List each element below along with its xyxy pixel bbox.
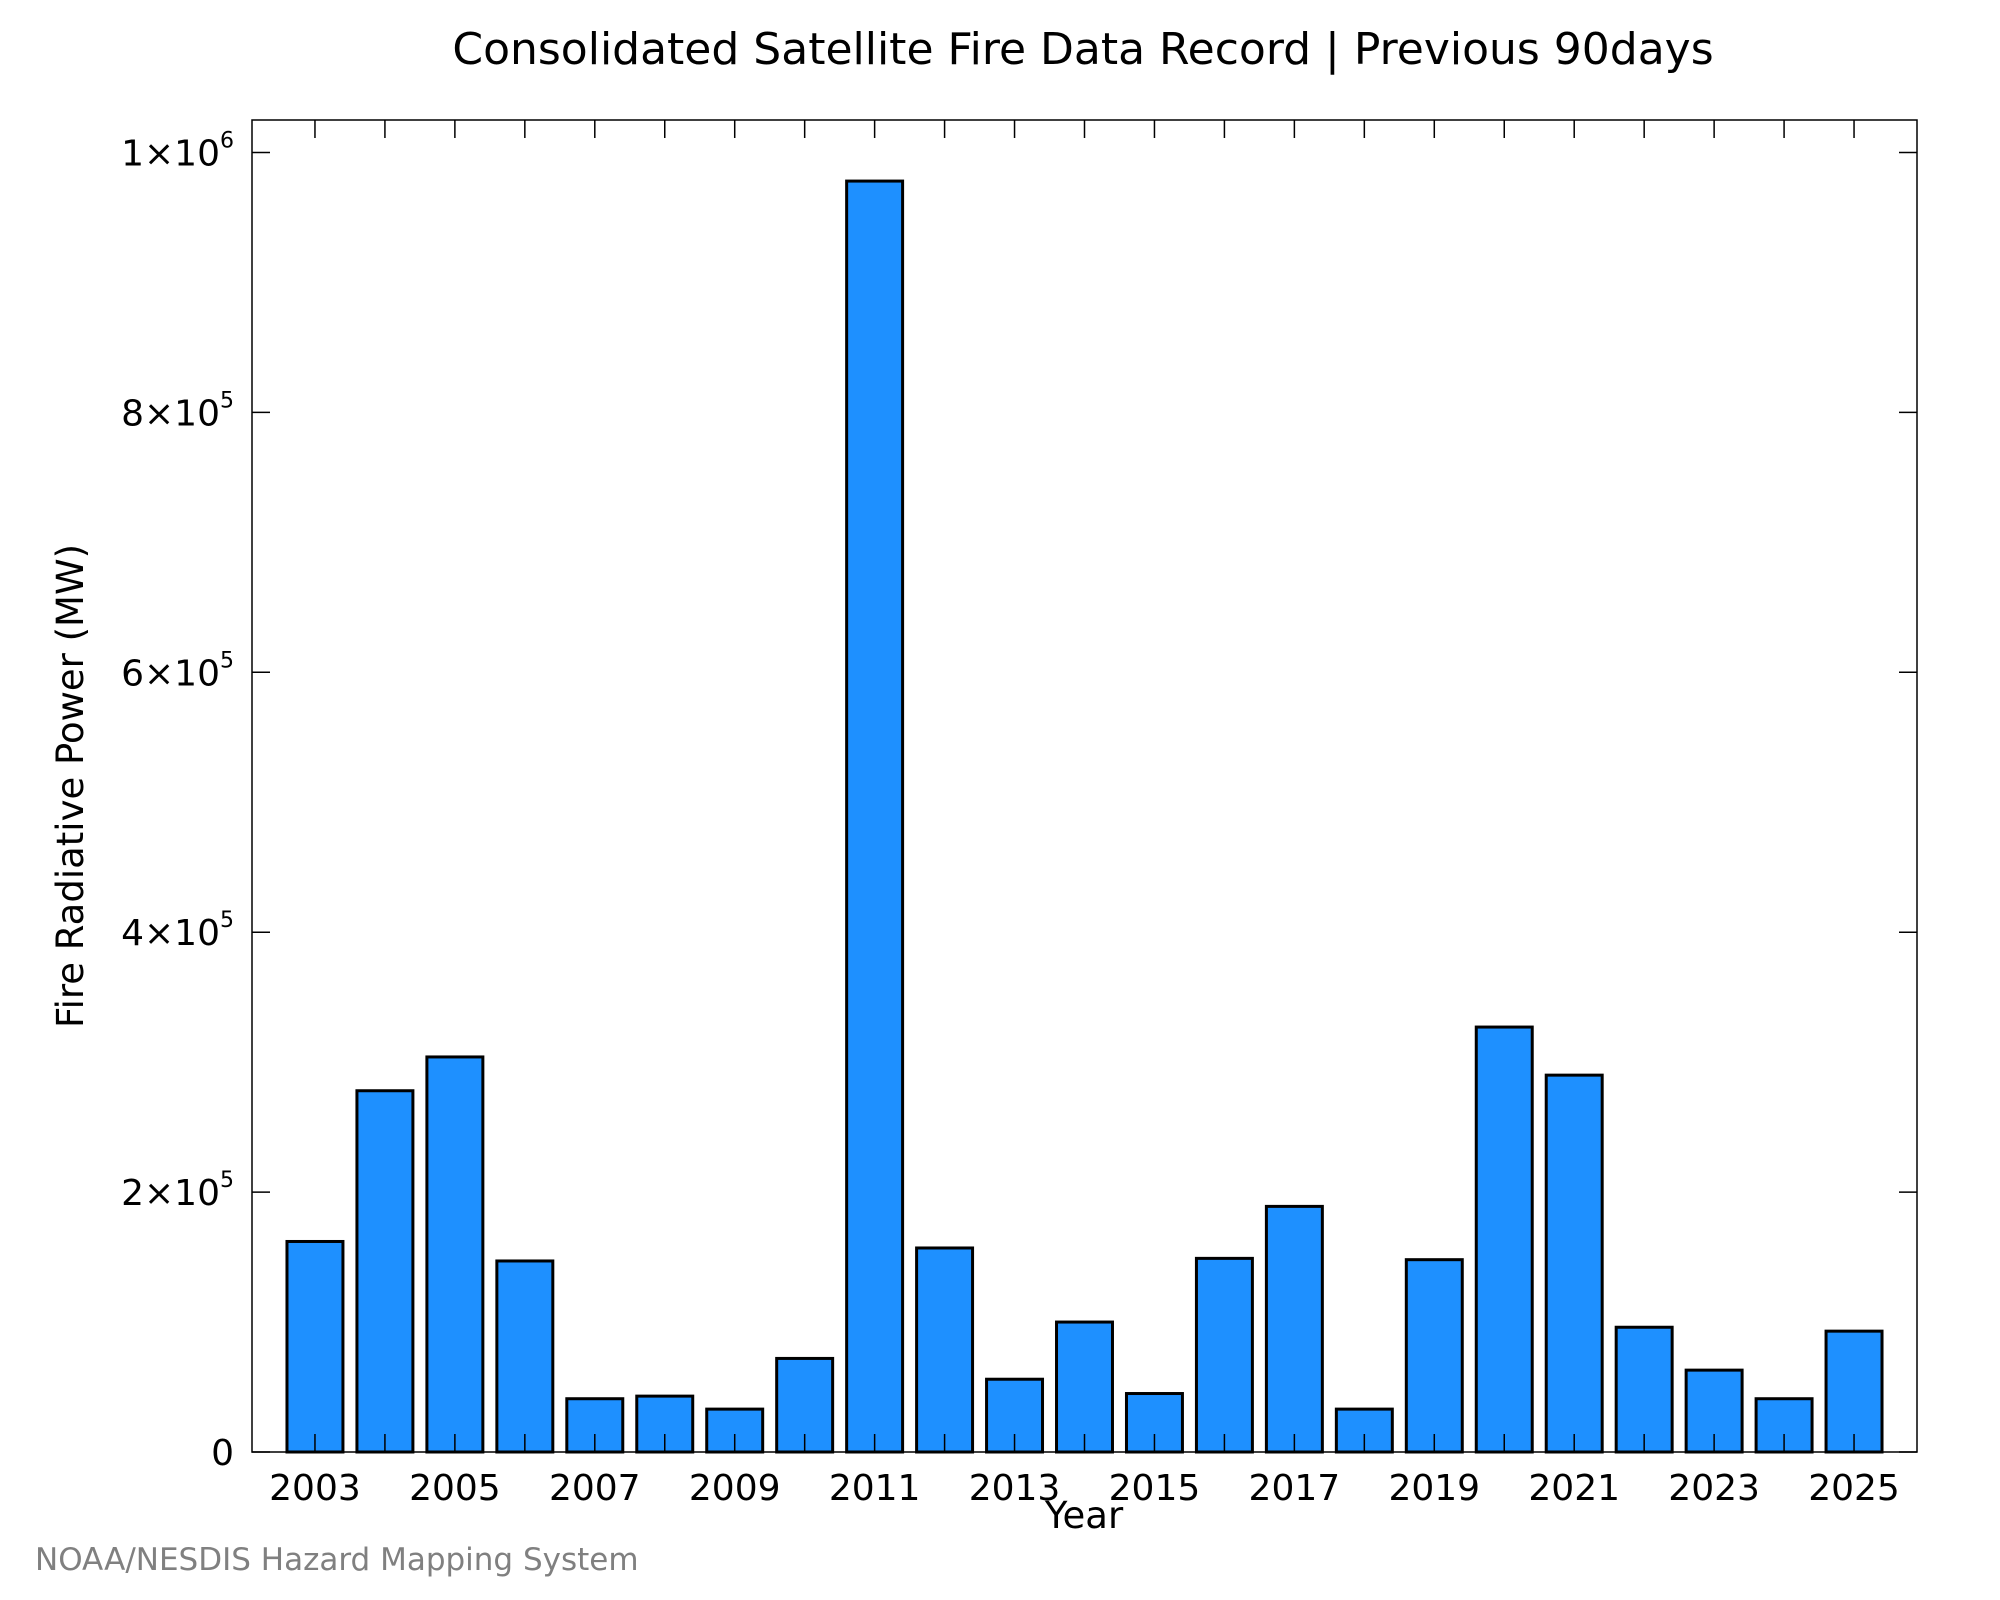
bar-2005 — [425, 1055, 485, 1454]
bar-2006 — [495, 1259, 555, 1454]
y-tick-label: 1×106 — [121, 128, 234, 174]
x-tick-label: 2017 — [1249, 1468, 1341, 1509]
y-axis-label: Fire Radiative Power (MW) — [49, 544, 92, 1028]
y-tick-label: 8×105 — [121, 388, 234, 434]
x-tick-label: 2023 — [1668, 1468, 1760, 1509]
x-tick-label: 2003 — [269, 1468, 361, 1509]
x-tick-label: 2013 — [969, 1468, 1061, 1509]
bar-2021 — [1544, 1073, 1604, 1454]
y-tick-label: 2×105 — [121, 1168, 234, 1214]
bar-2012 — [915, 1246, 975, 1454]
x-tick-labels: 2003 2005 2007 2009 2011 2013 2015 2017 2019 2021… — [269, 1468, 1900, 1509]
bar-2003 — [285, 1239, 345, 1454]
x-tick-label: 2021 — [1528, 1468, 1620, 1509]
x-tick-label: 2005 — [409, 1468, 501, 1509]
y-tick-label: 4×105 — [121, 908, 234, 954]
bar-2017 — [1264, 1204, 1324, 1454]
ticks-group — [252, 120, 1917, 1453]
x-tick-label: 2007 — [549, 1468, 641, 1509]
bar-2019 — [1404, 1258, 1464, 1454]
y-tick-label: 0 — [211, 1433, 234, 1474]
x-axis-label: Year — [1044, 1494, 1124, 1537]
bar-2016 — [1194, 1256, 1254, 1454]
x-tick-label: 2019 — [1388, 1468, 1480, 1509]
x-tick-label: 2025 — [1808, 1468, 1900, 1509]
y-tick-labels: 0 2×105 4×105 6×105 8×105 1×106 — [121, 128, 234, 1474]
x-tick-label: 2015 — [1109, 1468, 1201, 1509]
bar-2014 — [1055, 1320, 1114, 1454]
x-tick-label: 2009 — [689, 1468, 781, 1509]
y-tick-label: 6×105 — [121, 648, 234, 694]
plot-frame — [251, 119, 1918, 1453]
bar-2004 — [355, 1089, 415, 1454]
x-tick-label: 2011 — [829, 1468, 921, 1509]
bar-2022 — [1614, 1325, 1674, 1454]
bar-2025 — [1824, 1329, 1884, 1454]
bar-2011 — [845, 179, 905, 1454]
bars-group — [285, 179, 1884, 1454]
credit-text: NOAA/NESDIS Hazard Mapping System — [35, 1542, 639, 1578]
bar-2020 — [1474, 1025, 1534, 1454]
chart-title: Consolidated Satellite Fire Data Record … — [452, 24, 1713, 75]
